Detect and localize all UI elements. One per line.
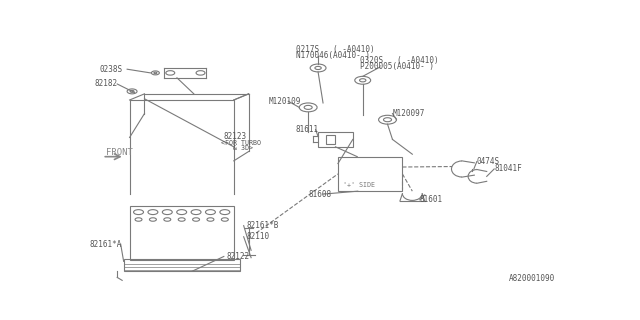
Text: 0217S   ( -A0410): 0217S ( -A0410): [296, 45, 374, 54]
Bar: [338, 157, 403, 191]
Bar: [129, 206, 234, 260]
Text: N170046(A0410- ): N170046(A0410- ): [296, 51, 370, 60]
Text: 81601: 81601: [420, 195, 443, 204]
Text: 82182: 82182: [95, 79, 118, 89]
Text: 81041F: 81041F: [494, 164, 522, 173]
Text: 81608: 81608: [308, 190, 332, 199]
Text: M120097: M120097: [392, 109, 425, 118]
Bar: [318, 132, 353, 147]
Text: 0238S: 0238S: [100, 65, 123, 74]
Text: 81611: 81611: [296, 125, 319, 134]
Text: 0474S: 0474S: [477, 157, 500, 166]
Text: 82161*A: 82161*A: [90, 240, 122, 249]
Text: 82110: 82110: [246, 232, 269, 241]
Text: 0320S   ( -A0410): 0320S ( -A0410): [360, 56, 439, 65]
Text: 82122: 82122: [227, 252, 250, 261]
Text: A820001090: A820001090: [509, 274, 556, 283]
Text: P200005(A0410- ): P200005(A0410- ): [360, 62, 434, 71]
Text: 82123: 82123: [224, 132, 247, 141]
Text: 82161*B: 82161*B: [246, 221, 278, 230]
Bar: [326, 135, 335, 144]
Text: & 3D>: & 3D>: [221, 145, 253, 151]
Bar: [124, 260, 240, 271]
Text: <FOR TURBO: <FOR TURBO: [221, 140, 261, 146]
Text: FRONT: FRONT: [106, 148, 133, 157]
Text: M120109: M120109: [269, 97, 301, 106]
Text: '+' SIDE: '+' SIDE: [343, 182, 375, 188]
